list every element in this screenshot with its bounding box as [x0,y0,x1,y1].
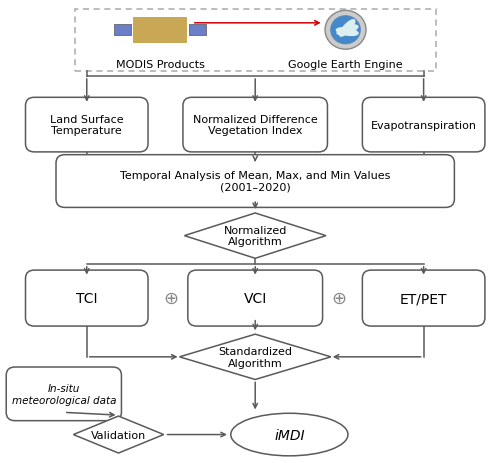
Text: VCI: VCI [244,291,267,306]
Text: ET/PET: ET/PET [400,291,448,306]
Text: Evapotranspiration: Evapotranspiration [370,120,476,130]
Text: Validation: Validation [91,430,146,439]
Polygon shape [180,334,331,380]
Text: MODIS Products: MODIS Products [116,59,204,69]
Ellipse shape [231,413,348,456]
Text: Land Surface
Temperature: Land Surface Temperature [50,114,124,136]
Ellipse shape [336,25,358,36]
Text: Temporal Analysis of Mean, Max, and Min Values
(2001–2020): Temporal Analysis of Mean, Max, and Min … [120,171,390,193]
FancyBboxPatch shape [6,367,121,421]
Text: Standardized
Algorithm: Standardized Algorithm [218,346,292,368]
Text: ⊕: ⊕ [332,289,346,307]
Text: iMDI: iMDI [274,428,304,442]
Text: Normalized Difference
Vegetation Index: Normalized Difference Vegetation Index [193,114,318,136]
FancyBboxPatch shape [188,270,322,326]
FancyBboxPatch shape [56,155,454,208]
FancyBboxPatch shape [183,98,328,153]
FancyBboxPatch shape [362,98,485,153]
FancyBboxPatch shape [362,270,485,326]
FancyBboxPatch shape [190,25,206,36]
Polygon shape [74,416,164,453]
Ellipse shape [336,28,359,37]
FancyBboxPatch shape [133,18,187,44]
Circle shape [325,11,366,50]
Ellipse shape [331,17,360,44]
Text: ⊕: ⊕ [164,289,179,307]
Text: TCI: TCI [76,291,98,306]
Polygon shape [184,213,326,259]
Ellipse shape [339,20,355,38]
Text: Normalized
Algorithm: Normalized Algorithm [224,225,287,247]
FancyBboxPatch shape [26,98,148,153]
FancyBboxPatch shape [26,270,148,326]
Text: Google Earth Engine: Google Earth Engine [288,59,403,69]
Text: In-situ
meteorological data: In-situ meteorological data [12,383,116,405]
FancyBboxPatch shape [114,25,130,36]
